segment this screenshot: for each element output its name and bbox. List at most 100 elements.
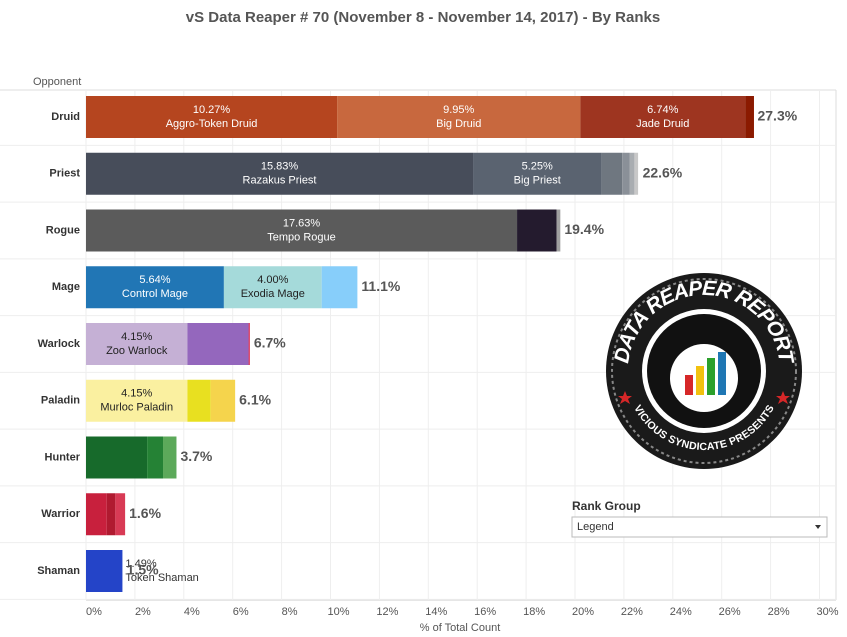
- filter-title: Rank Group: [572, 499, 641, 513]
- segment-name-label: Tempo Rogue: [267, 231, 336, 243]
- total-label: 1.6%: [129, 505, 161, 521]
- segment-value-label: 15.83%: [261, 161, 299, 173]
- segment-name-label: Murloc Paladin: [100, 402, 173, 414]
- logo-star: [776, 391, 790, 404]
- x-tick-label: 10%: [327, 606, 349, 618]
- x-tick-label: 16%: [474, 606, 496, 618]
- bar-segment: [86, 379, 188, 422]
- segment-value-label: 9.95%: [443, 104, 474, 116]
- y-tick-label: Rogue: [46, 224, 80, 236]
- x-tick-label: 14%: [425, 606, 447, 618]
- bar-segment: [86, 323, 188, 365]
- dropdown-arrow: [815, 525, 821, 529]
- total-label: 22.6%: [643, 164, 683, 180]
- bar-segment: [223, 266, 322, 309]
- x-tick-label: 18%: [523, 606, 545, 618]
- total-label: 3.7%: [180, 448, 212, 464]
- bar-segment: [321, 266, 358, 309]
- segment-name-label: Big Druid: [436, 118, 481, 130]
- x-tick-label: 12%: [376, 606, 398, 618]
- y-tick-label: Priest: [49, 168, 80, 180]
- bar-segment: [248, 323, 250, 365]
- bar-segment: [86, 436, 148, 479]
- y-tick-label: Shaman: [37, 565, 80, 577]
- bar-segment: [86, 96, 338, 138]
- bar-segment: [745, 96, 754, 138]
- x-tick-label: 0%: [86, 606, 102, 618]
- segment-value-label: 4.15%: [121, 331, 152, 343]
- segment-name-label: Aggro-Token Druid: [166, 118, 258, 130]
- y-tick-label: Mage: [52, 281, 80, 293]
- bar-segment: [337, 96, 581, 138]
- total-label: 1.5%: [127, 562, 159, 578]
- bar-segment: [86, 209, 518, 252]
- x-tick-label: 20%: [572, 606, 594, 618]
- bar-segment: [86, 152, 474, 195]
- y-tick-label: Warrior: [41, 508, 80, 520]
- segment-name-label: Big Priest: [514, 175, 561, 187]
- filter-dropdown[interactable]: [571, 516, 828, 538]
- bar-segment: [629, 152, 635, 195]
- chart-title: vS Data Reaper # 70 (November 8 - Novemb…: [186, 9, 660, 26]
- bars: 0% 2% 4% 6% 8% 10% 12% 14% 16% 18% 20% 22% 24% 26% 28%…: [0, 90, 839, 618]
- x-tick-label: 2%: [135, 606, 151, 618]
- logo-star: [618, 391, 632, 404]
- bar-segment: [473, 152, 602, 195]
- y-tick-label: Paladin: [41, 395, 80, 407]
- segment-name-label: Zoo Warlock: [106, 345, 168, 357]
- segment-value-label: 1.49%: [125, 558, 156, 570]
- y-tick-label: Druid: [51, 111, 80, 123]
- total-label: 6.7%: [254, 335, 286, 351]
- segment-name-label: Exodia Mage: [241, 288, 305, 300]
- total-label: 27.3%: [757, 108, 797, 124]
- segment-name-label: Razakus Priest: [243, 175, 317, 187]
- bar-segment: [163, 436, 177, 479]
- segment-name-label: Control Mage: [122, 288, 188, 300]
- x-tick-label: 28%: [768, 606, 790, 618]
- total-label: 11.1%: [361, 278, 400, 294]
- bar-segment: [187, 323, 249, 365]
- bar-segment: [187, 379, 211, 422]
- total-label: 6.1%: [239, 391, 271, 407]
- y-tick-label: Hunter: [45, 451, 81, 463]
- bar-segment: [86, 550, 123, 592]
- bar-segment: [147, 436, 164, 479]
- logo-bar: [685, 375, 693, 395]
- bar-segment: [106, 493, 116, 536]
- bar-segment: [517, 209, 557, 252]
- bar-segment: [622, 152, 630, 195]
- segment-value-label: 6.74%: [647, 104, 678, 116]
- y-header: Opponent: [33, 76, 81, 88]
- bar-segment: [115, 493, 126, 536]
- bar-segment: [86, 493, 107, 536]
- segment-name-label: Token Shaman: [125, 572, 198, 584]
- bar-segment: [86, 266, 224, 309]
- segment-value-label: 4.15%: [121, 388, 152, 400]
- segment-value-label: 17.63%: [283, 217, 321, 229]
- segment-value-label: 5.64%: [139, 274, 170, 286]
- bar-segment: [556, 209, 561, 252]
- total-label: 19.4%: [564, 221, 604, 237]
- x-tick-label: 4%: [184, 606, 200, 618]
- x-tick-label: 24%: [670, 606, 692, 618]
- segment-value-label: 4.00%: [257, 274, 288, 286]
- x-tick-label: 6%: [233, 606, 249, 618]
- y-tick-label: Warlock: [38, 338, 81, 350]
- bar-segment: [210, 379, 236, 422]
- bar-segment: [601, 152, 623, 195]
- x-tick-label: 22%: [621, 606, 643, 618]
- logo-bar: [718, 352, 726, 395]
- x-tick-label: 26%: [719, 606, 741, 618]
- segment-value-label: 5.25%: [522, 161, 553, 173]
- filter-selected: Legend: [577, 521, 614, 533]
- bar-segment: [634, 152, 639, 195]
- x-tick-label: 30%: [816, 606, 838, 618]
- logo-edge: [611, 278, 797, 464]
- segment-name-label: Jade Druid: [636, 118, 689, 130]
- segment-value-label: 10.27%: [193, 104, 231, 116]
- x-tick-label: 8%: [282, 606, 298, 618]
- bar-segment: [580, 96, 746, 138]
- x-axis-title: % of Total Count: [420, 622, 501, 634]
